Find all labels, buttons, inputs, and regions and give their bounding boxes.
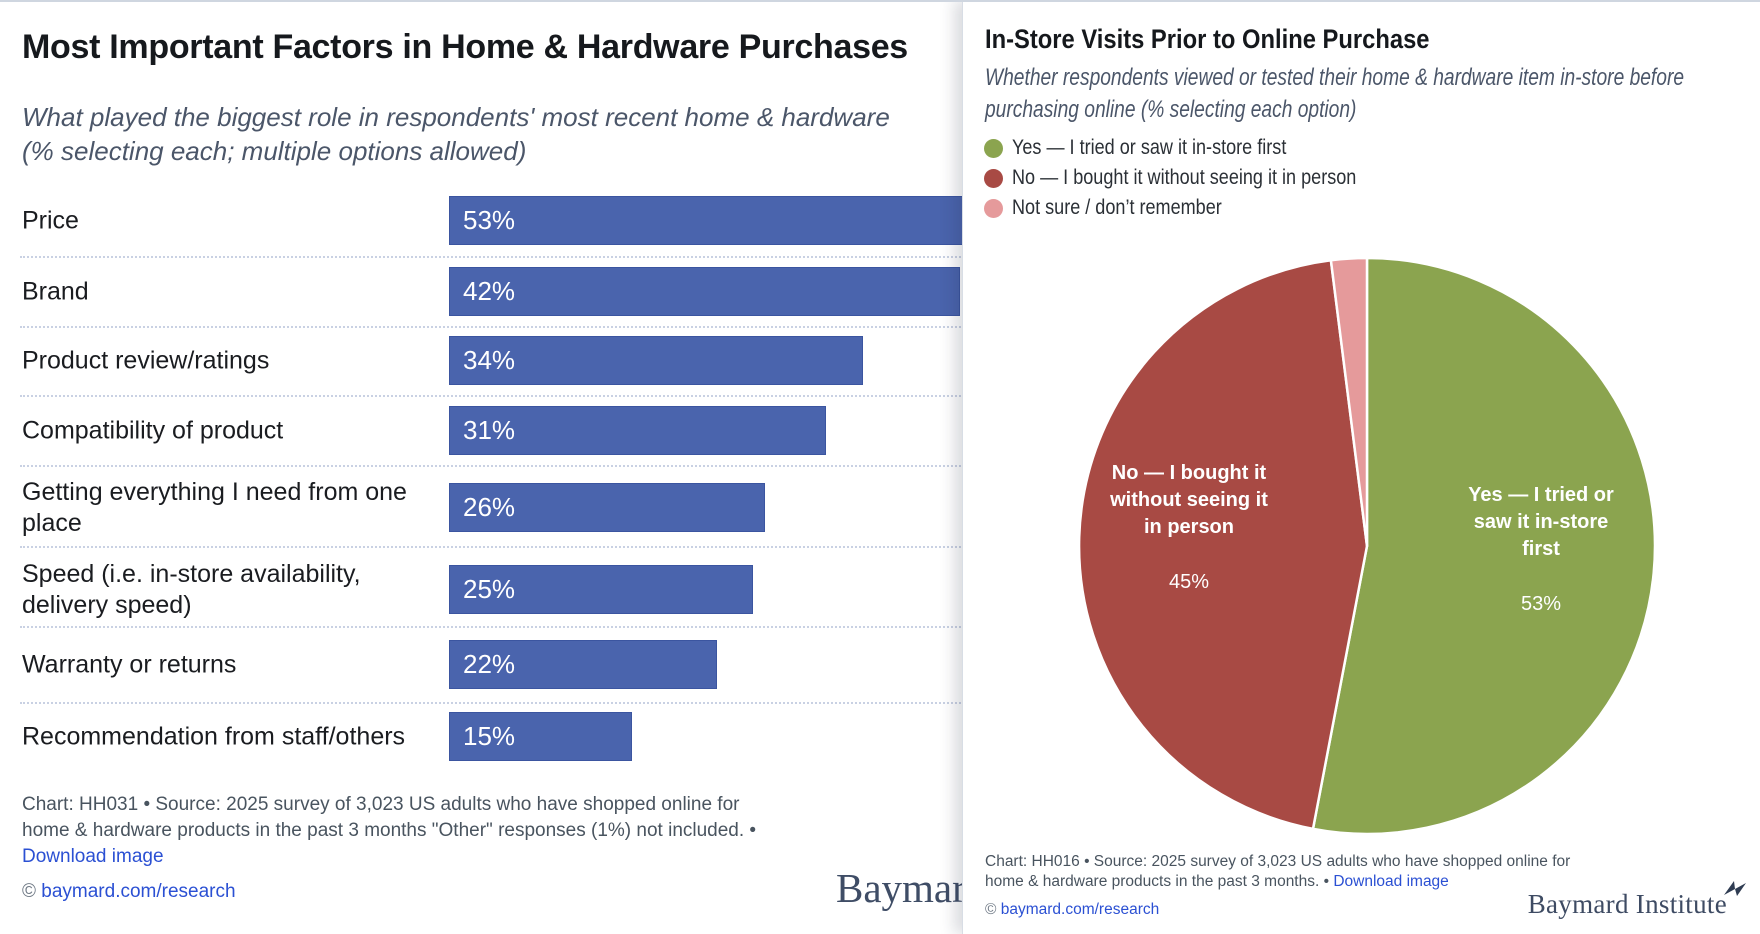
bar-chart-subtitle: What played the biggest role in responde…	[22, 100, 890, 168]
bar-chart-subtitle-line2: (% selecting each; multiple options allo…	[22, 136, 527, 166]
pie-chart-subtitle: Whether respondents viewed or tested the…	[985, 62, 1684, 126]
row-separator	[20, 256, 1180, 258]
bar-value-label: 42%	[463, 276, 516, 306]
legend-dot-icon	[984, 138, 1003, 158]
bar-category-label: Product review/ratings	[22, 346, 270, 374]
download-image-link[interactable]: Download image	[1333, 873, 1449, 890]
legend-item: No — I bought it without seeing it in pe…	[984, 163, 1412, 193]
baymard-institute-logo: Baymard Institute	[1527, 881, 1747, 920]
pie-chart-subtitle-line2: purchasing online (% selecting each opti…	[985, 96, 1357, 123]
bar: 26%	[449, 483, 765, 532]
legend-item: Not sure / don’t remember	[984, 193, 1412, 223]
pie-chart-title: In-Store Visits Prior to Online Purchase	[985, 24, 1430, 54]
bar: 25%	[449, 565, 753, 614]
copyright-icon: ©	[22, 881, 36, 902]
pie-slice-label-yes-text: Yes — I tried or saw it in-store first	[1468, 484, 1614, 560]
row-separator	[20, 626, 1180, 628]
baymard-institute-logo-text: Baymard Institute	[1527, 889, 1727, 919]
bar-category-label: Price	[22, 206, 79, 234]
bar-chart-source-line1: Chart: HH031 • Source: 2025 survey of 3,…	[22, 794, 740, 815]
bar-category-label: Warranty or returns	[22, 650, 237, 678]
pie-slice	[1329, 256, 1369, 548]
pie-slice-label-no-text: No — I bought it without seeing it in pe…	[1110, 462, 1268, 538]
bar-chart-subtitle-line1: What played the biggest role in responde…	[22, 102, 890, 132]
pie-chart-source-line1: Chart: HH016 • Source: 2025 survey of 3,…	[985, 853, 1571, 870]
bar-value-label: 26%	[463, 492, 516, 522]
pie-slice-label-no: No — I bought it without seeing it in pe…	[1110, 433, 1268, 623]
pie-chart-subtitle-line1: Whether respondents viewed or tested the…	[985, 64, 1685, 91]
pie-slice-label-no-pct: 45%	[1168, 571, 1210, 593]
bar-value-label: 22%	[463, 649, 516, 679]
row-separator	[20, 395, 1180, 397]
bar-category-label: Recommendation from staff/others	[22, 722, 406, 750]
row-separator	[20, 326, 1180, 328]
bar: 15%	[449, 712, 632, 761]
legend-dot-icon	[984, 198, 1003, 218]
legend-dot-icon	[984, 168, 1003, 188]
bar-value-label: 31%	[463, 415, 516, 445]
bar-category-label: Getting everything I need from one place	[22, 477, 407, 537]
window-top-border	[0, 0, 1760, 2]
pie-chart-panel: In-Store Visits Prior to Online Purchase…	[962, 0, 1760, 934]
legend-label: No — I bought it without seeing it in pe…	[1012, 166, 1357, 189]
bar-value-label: 15%	[463, 721, 516, 751]
baymard-research-link[interactable]: baymard.com/research	[1000, 901, 1160, 918]
legend-item: Yes — I tried or saw it in-store first	[984, 133, 1412, 163]
bar-value-label: 53%	[463, 205, 516, 235]
pie-slice-label-yes-pct: 53%	[1520, 593, 1562, 615]
bar: 34%	[449, 336, 863, 385]
row-separator	[20, 465, 1180, 467]
baymard-research-link[interactable]: baymard.com/research	[41, 881, 236, 902]
bar-value-label: 25%	[463, 574, 516, 604]
pie-legend: Yes — I tried or saw it in-store first No…	[984, 133, 1412, 223]
bar-value-label: 34%	[463, 345, 516, 375]
pie-slice-label-yes: Yes — I tried or saw it in-store first 5…	[1468, 455, 1614, 645]
bar: 31%	[449, 406, 826, 455]
row-separator	[20, 702, 1180, 704]
bar: 22%	[449, 640, 717, 689]
baymard-watermark: Baymard	[836, 865, 987, 911]
pie-chart-source-line2: home & hardware products in the past 3 m…	[985, 873, 1330, 890]
bar-chart-footer: Chart: HH031 • Source: 2025 survey of 3,…	[22, 792, 842, 905]
bar-chart-source-line2: home & hardware products in the past 3 m…	[22, 820, 757, 841]
legend-label: Yes — I tried or saw it in-store first	[1012, 136, 1287, 159]
pie-chart-footer: Chart: HH016 • Source: 2025 survey of 3,…	[985, 852, 1625, 920]
baymard-leaf-icon	[1724, 881, 1746, 896]
download-image-link[interactable]: Download image	[22, 846, 164, 867]
bar-category-label: Brand	[22, 277, 89, 305]
bar: 42%	[449, 267, 960, 316]
legend-label: Not sure / don’t remember	[1012, 196, 1222, 219]
bar-category-label: Speed (i.e. in-store availability, deliv…	[22, 559, 361, 619]
row-separator	[20, 546, 1180, 548]
bar-chart-title: Most Important Factors in Home & Hardwar…	[22, 28, 908, 66]
bar-category-label: Compatibility of product	[22, 416, 284, 444]
copyright-icon: ©	[985, 901, 997, 918]
